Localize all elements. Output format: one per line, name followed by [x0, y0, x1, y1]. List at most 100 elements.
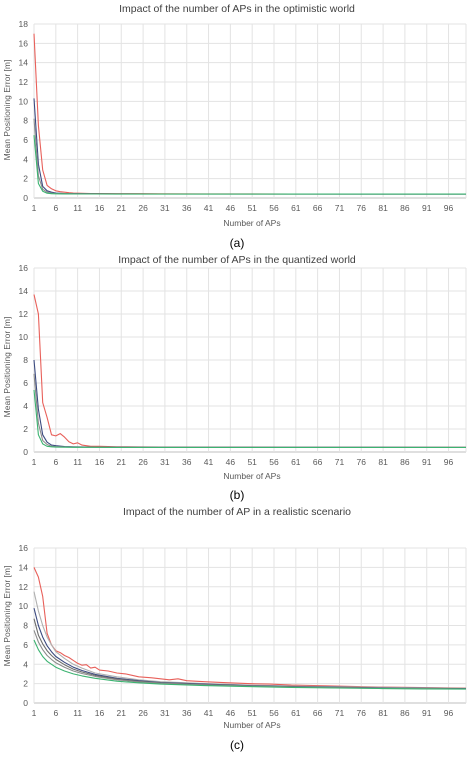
y-tick-label: 16 — [19, 263, 29, 273]
x-tick-label: 41 — [204, 457, 214, 467]
panel-caption: (c) — [230, 738, 244, 752]
x-tick-label: 36 — [182, 708, 192, 718]
y-tick-label: 6 — [23, 378, 28, 388]
x-tick-label: 71 — [335, 203, 345, 213]
x-tick-label: 1 — [32, 708, 37, 718]
x-tick-label: 16 — [95, 708, 105, 718]
x-tick-label: 41 — [204, 203, 214, 213]
x-axis-label: Number of APs — [223, 720, 280, 730]
y-tick-label: 18 — [19, 19, 29, 29]
x-tick-label: 76 — [357, 203, 367, 213]
x-tick-label: 21 — [117, 203, 127, 213]
x-tick-label: 76 — [357, 457, 367, 467]
x-tick-label: 31 — [160, 457, 170, 467]
y-tick-label: 10 — [19, 332, 29, 342]
x-tick-label: 66 — [313, 708, 323, 718]
x-tick-label: 1 — [32, 457, 37, 467]
x-tick-label: 91 — [422, 203, 432, 213]
x-tick-label: 56 — [269, 203, 279, 213]
y-tick-label: 8 — [23, 116, 28, 126]
y-tick-label: 2 — [23, 679, 28, 689]
x-tick-label: 81 — [378, 457, 388, 467]
x-tick-label: 96 — [444, 457, 454, 467]
y-tick-label: 6 — [23, 640, 28, 650]
x-tick-label: 11 — [73, 203, 82, 213]
x-tick-label: 31 — [160, 203, 170, 213]
series-line-3 — [33, 118, 466, 195]
chart-title: Impact of the number of APs in the optim… — [119, 3, 355, 15]
y-axis-label: Mean Positioning Error [m] — [2, 566, 12, 667]
y-tick-label: 6 — [23, 135, 28, 145]
x-tick-label: 91 — [422, 457, 432, 467]
series-line-5 — [33, 630, 467, 690]
series-line-2 — [33, 359, 467, 448]
x-tick-label: 96 — [444, 203, 454, 213]
series-line-2 — [33, 98, 467, 195]
x-axis-label: Number of APs — [223, 471, 280, 481]
x-tick-label: 41 — [204, 708, 214, 718]
y-tick-label: 2 — [23, 424, 28, 434]
x-tick-label: 51 — [247, 708, 257, 718]
x-tick-label: 81 — [378, 203, 388, 213]
x-tick-label: 61 — [291, 203, 301, 213]
x-tick-label: 51 — [247, 203, 257, 213]
x-tick-label: 86 — [400, 457, 410, 467]
y-axis-label: Mean Positioning Error [m] — [2, 317, 12, 418]
y-tick-label: 14 — [19, 58, 29, 68]
y-tick-label: 12 — [19, 582, 29, 592]
x-tick-label: 11 — [73, 708, 82, 718]
chart-panel-a: Impact of the number of APs in the optim… — [2, 3, 467, 250]
x-tick-label: 6 — [53, 203, 58, 213]
series-line-4 — [33, 389, 466, 448]
chart-title: Impact of the number of APs in the quant… — [118, 254, 356, 266]
x-tick-label: 66 — [313, 457, 323, 467]
y-tick-label: 2 — [23, 174, 28, 184]
y-tick-label: 14 — [19, 562, 29, 572]
y-axis-label: Mean Positioning Error [m] — [2, 60, 12, 161]
x-tick-label: 96 — [444, 708, 454, 718]
y-tick-label: 0 — [23, 193, 28, 203]
x-tick-label: 46 — [226, 708, 236, 718]
x-tick-label: 81 — [378, 708, 388, 718]
x-tick-label: 36 — [182, 457, 192, 467]
x-tick-label: 46 — [226, 203, 236, 213]
series-line-1 — [33, 33, 466, 195]
x-tick-label: 56 — [269, 708, 279, 718]
x-tick-label: 86 — [400, 708, 410, 718]
x-tick-label: 71 — [335, 708, 345, 718]
y-tick-label: 4 — [23, 154, 28, 164]
x-tick-label: 16 — [95, 457, 105, 467]
x-tick-label: 36 — [182, 203, 192, 213]
x-tick-label: 56 — [269, 457, 279, 467]
x-tick-label: 6 — [53, 457, 58, 467]
y-tick-label: 0 — [23, 447, 28, 457]
x-tick-label: 61 — [291, 457, 301, 467]
x-tick-label: 91 — [422, 708, 432, 718]
x-tick-label: 26 — [138, 203, 148, 213]
y-tick-label: 12 — [19, 309, 29, 319]
x-tick-label: 11 — [73, 457, 82, 467]
chart-panel-b: Impact of the number of APs in the quant… — [2, 254, 467, 502]
x-tick-label: 26 — [138, 708, 148, 718]
series-line-4 — [33, 135, 466, 195]
x-axis-label: Number of APs — [223, 218, 280, 228]
panel-caption: (b) — [230, 488, 245, 502]
x-tick-label: 76 — [357, 708, 367, 718]
x-tick-label: 21 — [117, 708, 127, 718]
x-tick-label: 31 — [160, 708, 170, 718]
series-line-1 — [33, 294, 466, 448]
y-tick-label: 10 — [19, 601, 29, 611]
series-line-1 — [33, 567, 467, 689]
y-tick-label: 16 — [19, 38, 29, 48]
x-tick-label: 86 — [400, 203, 410, 213]
x-tick-label: 6 — [53, 708, 58, 718]
x-tick-label: 16 — [95, 203, 105, 213]
x-tick-label: 71 — [335, 457, 345, 467]
y-tick-label: 0 — [23, 698, 28, 708]
chart-title: Impact of the number of AP in a realisti… — [123, 506, 351, 518]
y-tick-label: 16 — [19, 543, 29, 553]
y-tick-label: 14 — [19, 286, 29, 296]
x-tick-label: 26 — [138, 457, 148, 467]
